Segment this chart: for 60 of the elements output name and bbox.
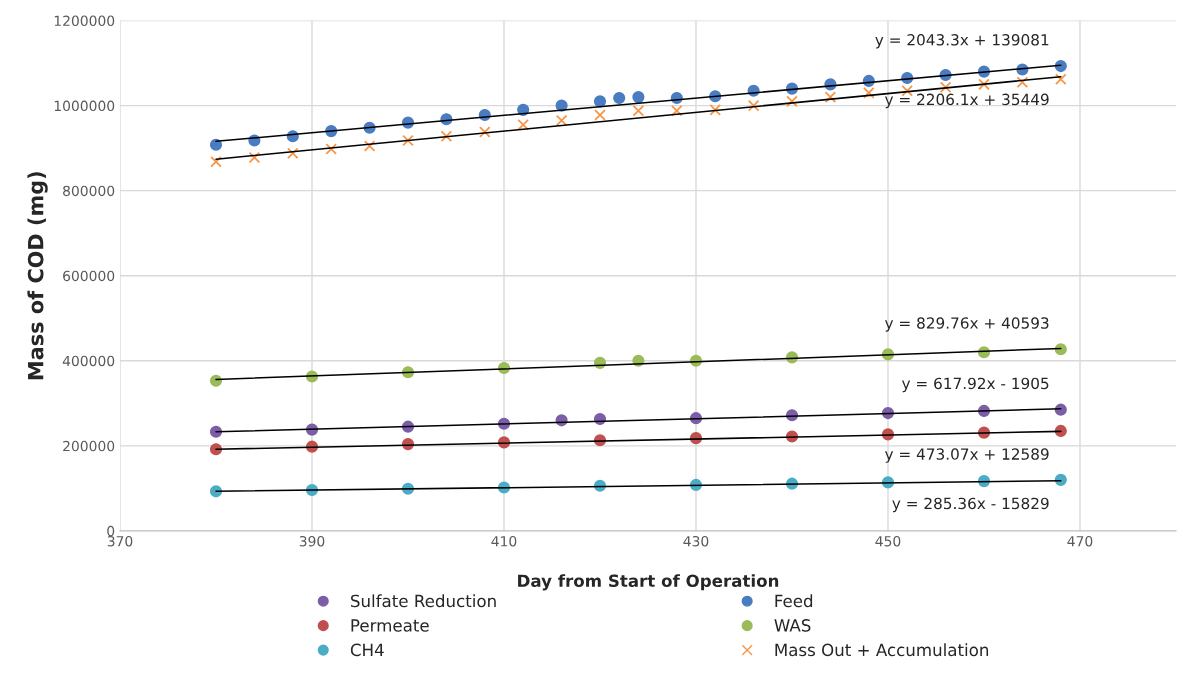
point [747, 99, 760, 112]
point [440, 130, 453, 143]
annotation: y = 473.07x + 12589 [884, 448, 1049, 463]
legend-label: Permeate [351, 619, 429, 632]
point [286, 147, 299, 160]
legend-label: Feed [775, 594, 813, 608]
point [402, 134, 414, 147]
point [1054, 59, 1067, 73]
annotation: y = 617.92x - 1905 [901, 377, 1049, 393]
y-tick-label: 600000 [63, 270, 115, 282]
point [209, 485, 223, 498]
point [210, 155, 222, 168]
point [613, 91, 626, 105]
y-tick-label: 1000000 [54, 100, 115, 112]
point [978, 78, 990, 91]
y-tick-label: 200000 [63, 440, 115, 452]
legend-label: Sulfate Reduction [351, 594, 496, 608]
point [709, 104, 722, 116]
point [786, 95, 798, 108]
point [939, 81, 952, 94]
point [862, 87, 875, 99]
y-tick-label: 400000 [62, 355, 115, 367]
x-tick-label: 390 [299, 535, 325, 547]
x-tick-label: 470 [1067, 535, 1093, 547]
legend-label: WAS [774, 619, 811, 632]
annotation: y = 2206.1x + 35449 [884, 93, 1049, 109]
point [1054, 424, 1067, 438]
point [555, 114, 568, 127]
point [517, 118, 530, 131]
point [209, 374, 223, 387]
legend-label: Mass Out + Accumulation [775, 643, 989, 657]
point [1016, 76, 1029, 89]
annotation: y = 285.36x - 15829 [892, 497, 1049, 513]
point [478, 126, 491, 138]
y-axis-title: Mass of COD (mg) [27, 172, 48, 380]
x-axis-title: Day from Start of Operation [518, 574, 779, 591]
point [325, 143, 338, 155]
point [209, 138, 223, 151]
point [248, 151, 261, 164]
point [1054, 473, 1067, 486]
point [594, 109, 606, 121]
x-tick-label: 430 [683, 535, 709, 547]
point [363, 140, 376, 152]
y-tick-label: 0 [107, 525, 115, 537]
legend-label: CH4 [350, 643, 384, 657]
point [670, 104, 683, 117]
point [1054, 343, 1067, 356]
x-tick-label: 410 [491, 535, 517, 547]
point [901, 84, 914, 97]
point [1054, 73, 1067, 86]
point [593, 95, 607, 108]
x-tick-label: 370 [107, 535, 133, 547]
point [632, 91, 645, 104]
y-tick-label: 800000 [63, 185, 115, 197]
point [632, 104, 645, 117]
x-tick-label: 450 [875, 535, 901, 547]
point [824, 91, 837, 103]
y-tick-label: 1200000 [54, 15, 115, 27]
annotation: y = 829.76x + 40593 [884, 317, 1049, 332]
annotation: y = 2043.3x + 139081 [875, 34, 1049, 49]
